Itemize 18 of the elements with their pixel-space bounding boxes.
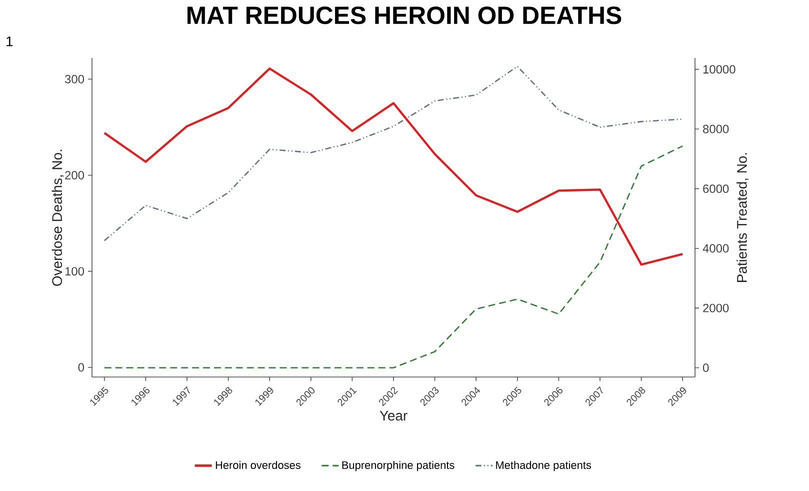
y2-tick-label: 8000 [703,124,729,134]
text: 1 [6,36,13,46]
y-tick-label: 100 [65,267,84,276]
y-tick-label: 300 [64,74,84,84]
y2-tick-label: 0 [702,364,709,372]
y2-tick-label: 10000 [703,65,736,74]
y-axis-title: Overdose Deaths, No. [52,150,64,286]
legend-label: Methadone patients [496,460,592,472]
y2-tick-label: 2000 [703,304,729,312]
y-tick-label: 0 [78,363,84,372]
x-axis-title: Year [380,410,408,421]
y2-tick-label: 6000 [703,184,729,193]
chart-title: MAT REDUCES HEROIN OD DEATHS [188,6,622,24]
y-tick-label: 200 [65,170,84,180]
y2-axis-title: Patients Treated, No. [736,153,748,282]
legend-label: Buprenorphine patients [342,460,454,472]
y2-tick-label: 4000 [702,244,729,253]
legend-label: Heroin overdoses [216,460,300,469]
